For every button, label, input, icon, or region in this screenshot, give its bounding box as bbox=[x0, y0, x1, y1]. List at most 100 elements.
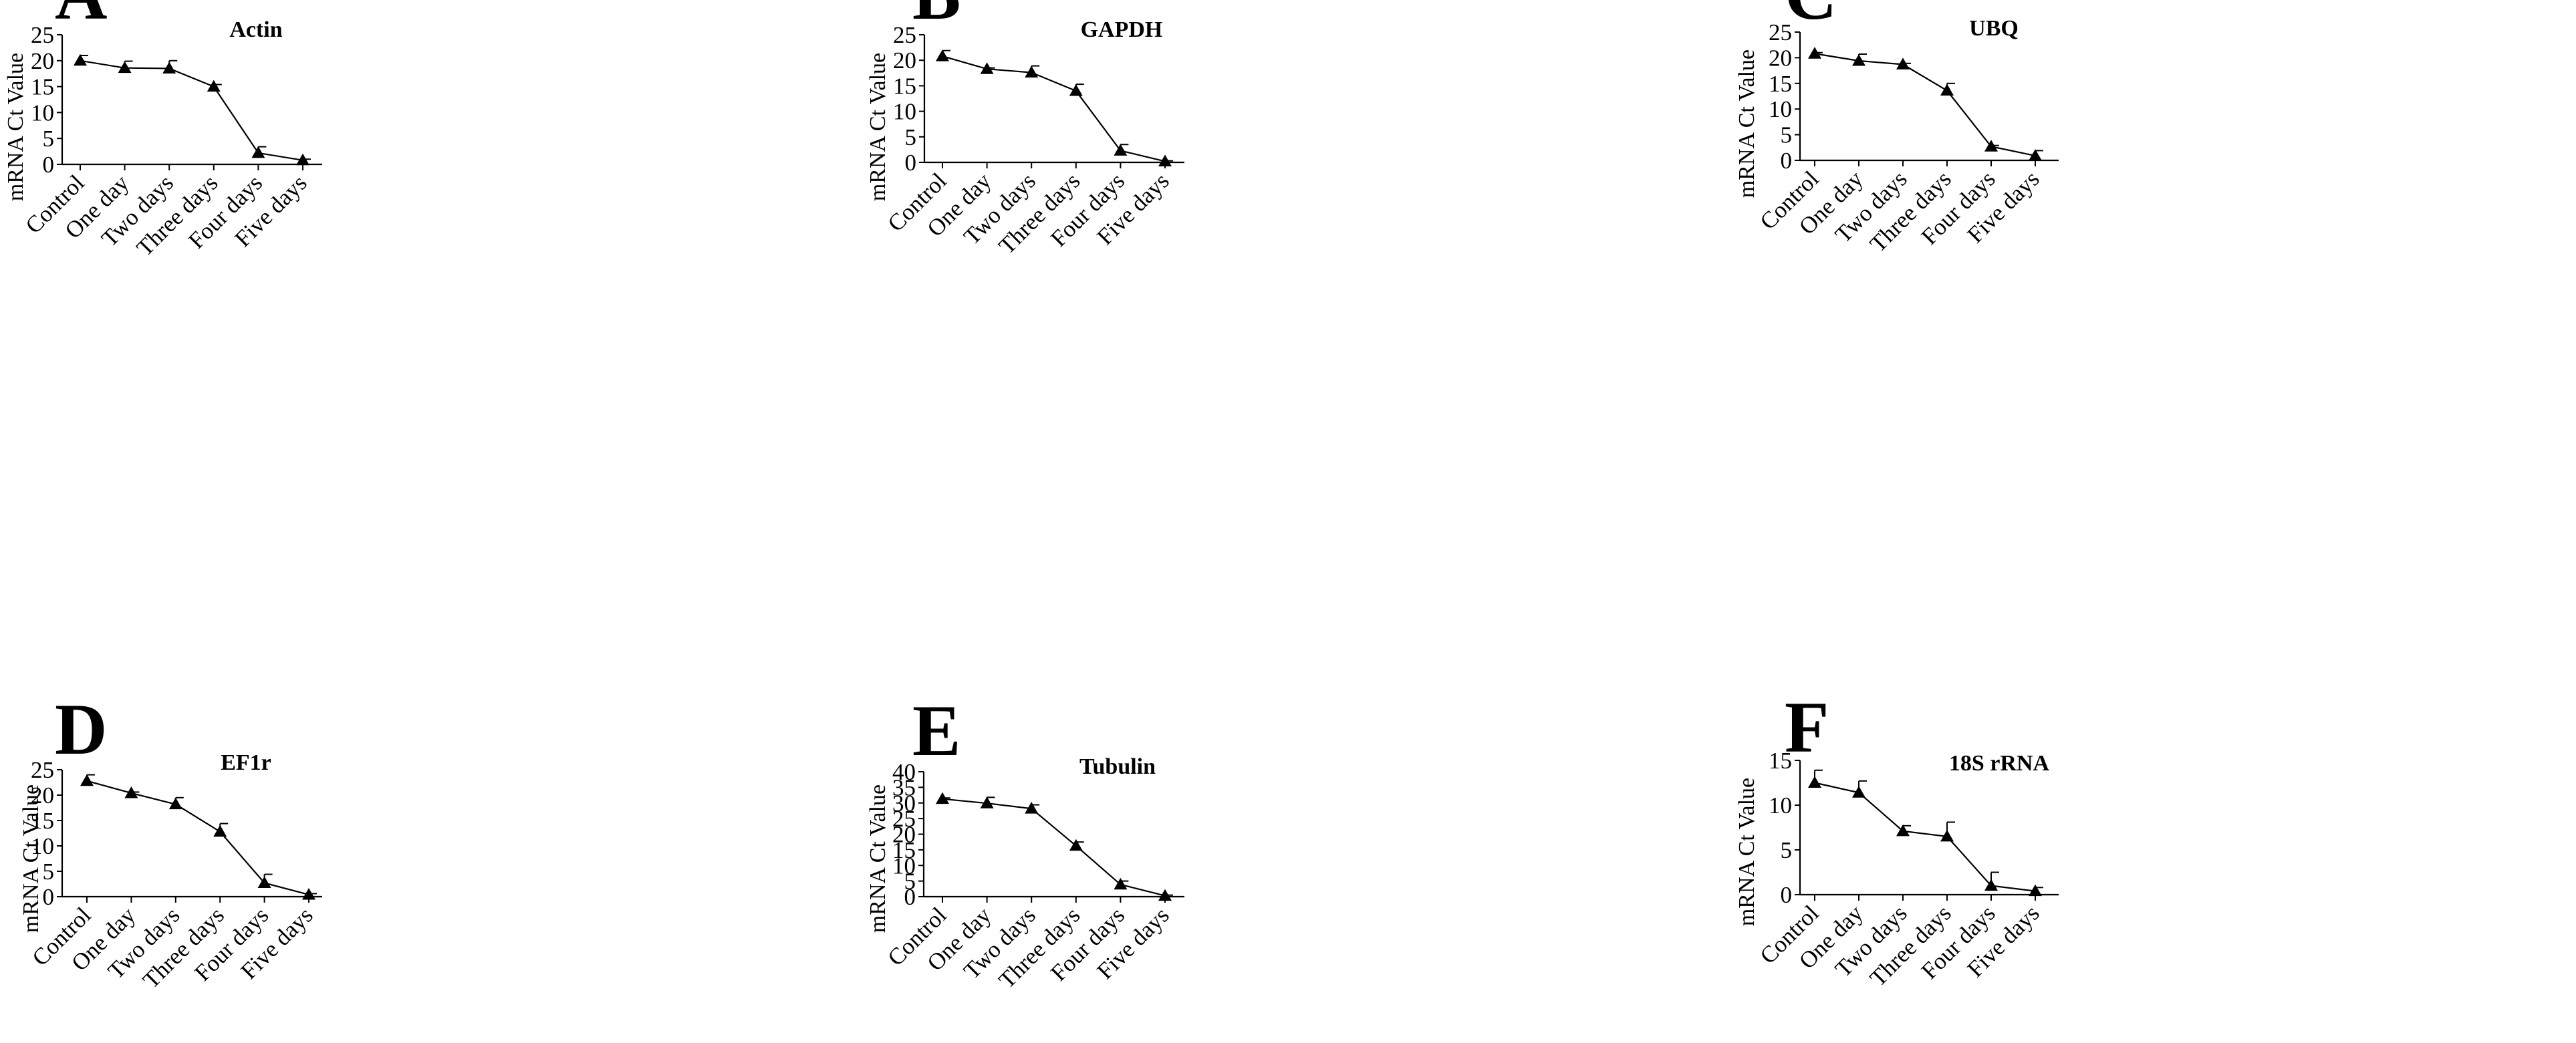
y-tick-label: 0 bbox=[43, 884, 55, 910]
y-tick-label: 20 bbox=[893, 47, 916, 73]
y-axis-label: mRNA Ct Value bbox=[866, 784, 890, 933]
y-axis-label: mRNA Ct Value bbox=[19, 784, 43, 933]
y-tick-label: 10 bbox=[1769, 96, 1792, 122]
panel-letter: F bbox=[1785, 687, 1829, 768]
y-tick-label: 5 bbox=[43, 126, 55, 152]
y-tick-label: 15 bbox=[1769, 748, 1792, 774]
y-tick-label: 15 bbox=[1769, 71, 1792, 97]
y-tick-label: 35 bbox=[892, 774, 916, 800]
data-point bbox=[2029, 149, 2042, 161]
y-tick-label: 15 bbox=[31, 808, 54, 834]
series-line bbox=[942, 55, 1166, 162]
data-point bbox=[1069, 839, 1083, 851]
data-point bbox=[251, 146, 265, 158]
data-point bbox=[1984, 140, 1998, 152]
y-axis-label: mRNA Ct Value bbox=[1734, 49, 1759, 198]
data-point bbox=[213, 825, 227, 837]
data-point bbox=[1940, 84, 1954, 96]
series-line bbox=[80, 59, 303, 161]
panel-d: D EF1r mRNA Ct Value 0 5 10 15 20 25 Control One d… bbox=[0, 521, 829, 1043]
chart-group: BGAPDHmRNA Ct Value0510152025ControlOne … bbox=[866, 0, 1184, 259]
data-point bbox=[296, 153, 309, 166]
y-tick-label: 25 bbox=[31, 757, 54, 783]
y-tick-label: 15 bbox=[893, 73, 916, 99]
panel-b: BGAPDHmRNA Ct Value0510152025ControlOne … bbox=[862, 0, 1691, 521]
panel-letter: E bbox=[912, 690, 960, 771]
data-point bbox=[80, 774, 94, 786]
data-point bbox=[168, 797, 182, 810]
y-tick-label: 5 bbox=[1781, 837, 1793, 863]
data-point bbox=[74, 53, 87, 66]
chart-title: UBQ bbox=[1969, 16, 2019, 41]
y-tick-label: 10 bbox=[1769, 792, 1792, 818]
y-tick-label: 20 bbox=[1769, 45, 1792, 71]
y-tick-label: 10 bbox=[892, 853, 916, 879]
y-tick-label: 20 bbox=[31, 782, 54, 808]
chart-title: GAPDH bbox=[1081, 17, 1163, 42]
y-tick-label: 10 bbox=[893, 99, 916, 125]
y-tick-label: 10 bbox=[31, 833, 54, 859]
series-line bbox=[942, 798, 1166, 897]
chart-svg: AActinmRNA Ct Value0510152025ControlOne … bbox=[3, 0, 322, 261]
chart-group: AActinmRNA Ct Value0510152025ControlOne … bbox=[3, 0, 322, 261]
y-tick-label: 0 bbox=[1781, 882, 1793, 908]
y-tick-label: 20 bbox=[892, 822, 916, 848]
y-tick-label: 5 bbox=[1781, 122, 1793, 148]
y-tick-label: 10 bbox=[31, 100, 54, 126]
data-point bbox=[1114, 877, 1128, 890]
y-tick-label: 25 bbox=[893, 22, 916, 48]
y-tick-label: 0 bbox=[1781, 148, 1793, 174]
data-point bbox=[1158, 154, 1172, 166]
data-point bbox=[1808, 776, 1821, 788]
data-point bbox=[162, 61, 176, 73]
y-tick-label: 20 bbox=[31, 48, 54, 74]
chart-title: Tubulin bbox=[1079, 754, 1156, 779]
data-point bbox=[1025, 65, 1039, 78]
y-tick-label: 30 bbox=[892, 790, 916, 816]
series-line bbox=[1814, 782, 2036, 892]
y-axis-label: mRNA Ct Value bbox=[866, 53, 890, 201]
series-line bbox=[86, 780, 309, 896]
y-tick-label: 40 bbox=[892, 759, 916, 785]
panel-letter: D bbox=[55, 689, 107, 770]
y-tick-label: 5 bbox=[905, 124, 917, 150]
data-point bbox=[980, 796, 994, 808]
data-point bbox=[124, 786, 138, 798]
y-axis-label: mRNA Ct Value bbox=[1734, 778, 1759, 926]
chart-title: Actin bbox=[229, 17, 282, 42]
data-point bbox=[1025, 802, 1039, 814]
data-point bbox=[936, 49, 949, 61]
data-point bbox=[1808, 47, 1821, 59]
chart-title: 18S rRNA bbox=[1949, 751, 2050, 776]
chart-title: EF1r bbox=[221, 750, 271, 775]
data-point bbox=[2029, 884, 2042, 897]
data-point bbox=[1984, 879, 1998, 891]
panel-letter: B bbox=[912, 0, 960, 35]
panel-f: F 18S rRNA mRNA Ct Value 0 5 10 15 Control One d… bbox=[1731, 521, 2576, 1043]
data-point bbox=[1069, 84, 1083, 96]
y-tick-label: 0 bbox=[904, 884, 916, 910]
panel-e: E Tubulin mRNA Ct Value 0 5 10 15 20 25 30 35 40 Con… bbox=[862, 521, 1691, 1043]
data-point bbox=[1852, 786, 1865, 798]
y-axis-label: mRNA Ct Value bbox=[3, 53, 28, 201]
data-point bbox=[118, 61, 132, 73]
panel-a: AActinmRNA Ct Value0510152025ControlOne … bbox=[0, 0, 829, 521]
y-tick-label: 15 bbox=[31, 74, 54, 100]
data-point bbox=[1896, 824, 1910, 837]
data-point bbox=[1158, 889, 1172, 901]
data-point bbox=[1940, 829, 1954, 842]
chart-svg: BGAPDHmRNA Ct Value0510152025ControlOne … bbox=[866, 0, 1184, 259]
data-point bbox=[257, 876, 271, 888]
data-point bbox=[1114, 144, 1128, 156]
panel-letter: C bbox=[1785, 0, 1837, 35]
y-tick-label: 15 bbox=[892, 837, 916, 863]
data-point bbox=[980, 62, 994, 74]
